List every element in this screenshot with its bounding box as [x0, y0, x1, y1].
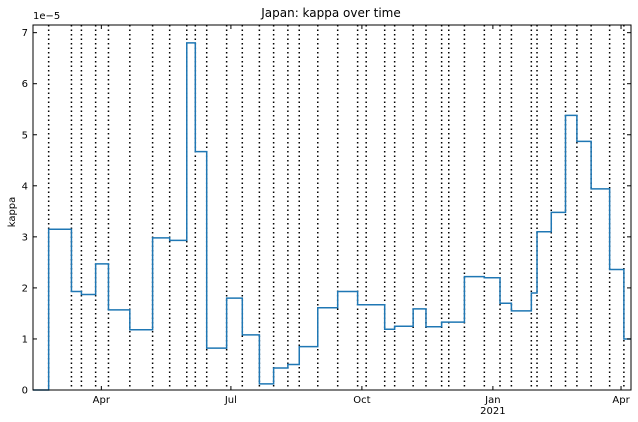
y-axis-ticks: 0 1 2 3 4 5 6 7 — [22, 28, 631, 397]
breakpoint-lines — [47, 25, 625, 390]
y-axis-label: kappa — [7, 197, 18, 228]
y-scale-offset-label: 1e−5 — [33, 11, 60, 22]
x-tick-label: Apr — [93, 395, 111, 406]
y-tick-label: 1 — [22, 334, 28, 345]
x-tick-label: Oct — [353, 395, 370, 406]
y-tick-label: 2 — [22, 283, 28, 294]
chart-title: Japan: kappa over time — [260, 6, 401, 20]
x-tick-year-label: 2021 — [480, 406, 505, 417]
y-tick-label: 7 — [22, 28, 28, 39]
y-tick-label: 4 — [22, 181, 28, 192]
plot-frame — [32, 24, 632, 391]
y-tick-label: 6 — [22, 79, 28, 90]
x-tick-label: Jul — [224, 395, 237, 406]
y-tick-label: 5 — [22, 130, 28, 141]
x-tick-label: Jan — [484, 395, 500, 406]
x-tick-label: Apr — [612, 395, 630, 406]
kappa-series-line — [33, 42, 631, 391]
y-tick-label: 3 — [22, 232, 28, 243]
y-tick-label: 0 — [22, 386, 28, 397]
series-layer — [33, 42, 631, 391]
